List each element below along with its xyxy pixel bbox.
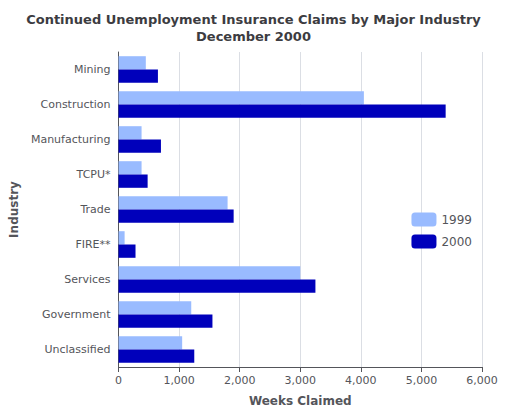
svg-text:4,000: 4,000 <box>345 374 377 387</box>
svg-text:1,000: 1,000 <box>163 374 195 387</box>
svg-text:0: 0 <box>115 374 122 387</box>
svg-text:Unclassified: Unclassified <box>44 343 110 356</box>
svg-text:Trade: Trade <box>79 203 110 216</box>
svg-text:Services: Services <box>64 273 111 286</box>
svg-text:Construction: Construction <box>41 98 111 111</box>
svg-text:Government: Government <box>42 308 111 321</box>
svg-text:December 2000: December 2000 <box>196 29 311 44</box>
svg-text:5,000: 5,000 <box>406 374 438 387</box>
svg-text:2,000: 2,000 <box>224 374 256 387</box>
svg-text:3,000: 3,000 <box>285 374 317 387</box>
svg-text:FIRE**: FIRE** <box>75 238 111 251</box>
svg-text:Industry: Industry <box>7 181 21 238</box>
svg-text:Manufacturing: Manufacturing <box>31 133 111 146</box>
svg-text:Continued Unemployment Insuran: Continued Unemployment Insurance Claims … <box>26 12 481 27</box>
svg-text:Weeks Claimed: Weeks Claimed <box>249 394 352 408</box>
svg-text:2000: 2000 <box>441 235 472 249</box>
svg-text:TCPU*: TCPU* <box>76 168 111 181</box>
svg-text:6,000: 6,000 <box>466 374 498 387</box>
svg-text:1999: 1999 <box>441 213 472 227</box>
svg-text:Mining: Mining <box>74 63 111 76</box>
